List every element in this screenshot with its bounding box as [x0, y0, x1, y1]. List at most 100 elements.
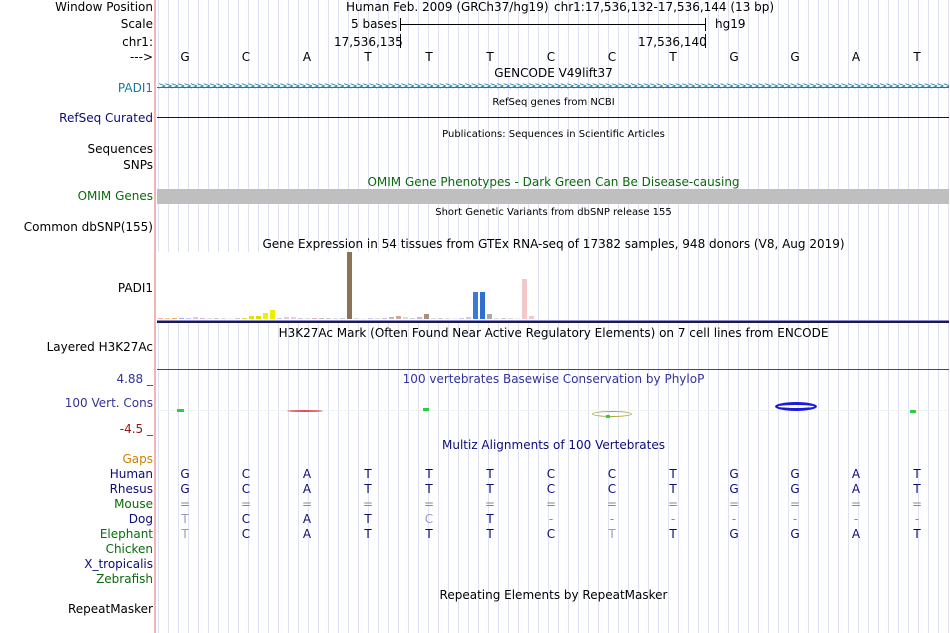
dbsnp-track-title[interactable]: Short Genetic Variants from dbSNP releas… — [435, 207, 672, 218]
chrom-label: chr1: — [122, 35, 153, 49]
gtex-tissue-bar[interactable] — [515, 318, 520, 319]
refseq-gene-line[interactable] — [157, 117, 949, 118]
alignment-base: = — [179, 497, 191, 511]
gtex-tissue-bar[interactable] — [165, 318, 170, 319]
gtex-tissue-bar[interactable] — [410, 318, 415, 319]
base-letter: G — [180, 50, 190, 64]
h3k27-track-title[interactable]: H3K27Ac Mark (Often Found Near Active Re… — [278, 326, 829, 340]
gtex-tissue-bar[interactable] — [354, 318, 359, 319]
refseq-track-title[interactable]: RefSeq genes from NCBI — [492, 97, 615, 108]
alignment-base: - — [609, 512, 615, 526]
gtex-tissue-bar[interactable] — [298, 318, 303, 319]
gtex-tissue-bar[interactable] — [396, 316, 401, 319]
repeat-track-label[interactable]: RepeatMasker — [67, 602, 153, 616]
snps-track-label[interactable]: SNPs — [123, 158, 153, 172]
gtex-tissue-bar[interactable] — [466, 317, 471, 319]
gtex-tissue-bar[interactable] — [487, 314, 492, 319]
gencode-track-title[interactable]: GENCODE V49lift37 — [494, 66, 613, 80]
dbsnp-track-label[interactable]: Common dbSNP(155) — [23, 220, 153, 234]
phylop-track-title[interactable]: 100 vertebrates Basewise Conservation by… — [402, 372, 705, 386]
gtex-tissue-bar[interactable] — [172, 318, 177, 319]
gtex-tissue-bar[interactable] — [529, 316, 534, 319]
species-label-gaps[interactable]: Gaps — [122, 452, 153, 466]
gtex-tissue-bar[interactable] — [452, 318, 457, 319]
gtex-tissue-bar[interactable] — [403, 317, 408, 319]
gtex-tissue-bar[interactable] — [179, 318, 184, 319]
pubs-track-title[interactable]: Publications: Sequences in Scientific Ar… — [442, 129, 665, 140]
gtex-tissue-bar[interactable] — [291, 317, 296, 319]
gtex-bottom-rule — [157, 321, 949, 323]
gtex-tissue-bar[interactable] — [508, 318, 513, 319]
gtex-tissue-bar[interactable] — [277, 318, 282, 319]
species-label-dog[interactable]: Dog — [128, 512, 153, 526]
gencode-gene-feature[interactable]: >>>>>>>>>>>>>>>>>>>>>>>>>>>>>>>>>>>>>>>>… — [158, 80, 949, 94]
gtex-tissue-bar[interactable] — [361, 318, 366, 319]
gtex-tissue-bar[interactable] — [200, 318, 205, 319]
multiz-track-title[interactable]: Multiz Alignments of 100 Vertebrates — [441, 438, 666, 452]
gtex-tissue-bar[interactable] — [158, 318, 163, 319]
gtex-tissue-bar[interactable] — [249, 316, 254, 319]
grid-line — [568, 0, 569, 633]
gtex-tissue-bar[interactable] — [375, 318, 380, 319]
sequences-track-label[interactable]: Sequences — [87, 142, 153, 156]
gtex-tissue-bar[interactable] — [186, 318, 191, 319]
gtex-tissue-bar[interactable] — [263, 313, 268, 319]
gtex-tissue-bar[interactable] — [438, 318, 443, 319]
gtex-tissue-bar[interactable] — [445, 318, 450, 319]
gtex-tissue-bar[interactable] — [305, 318, 310, 319]
grid-line — [648, 0, 649, 633]
gtex-tissue-bar[interactable] — [494, 318, 499, 319]
gtex-tissue-bar[interactable] — [256, 316, 261, 319]
gtex-tissue-bar[interactable] — [242, 318, 247, 319]
gtex-tissue-bar[interactable] — [431, 318, 436, 319]
repeat-track-title[interactable]: Repeating Elements by RepeatMasker — [439, 588, 668, 602]
species-label-elephant[interactable]: Elephant — [99, 527, 153, 541]
gtex-tissue-bar[interactable] — [284, 317, 289, 319]
gtex-tissue-bar[interactable] — [333, 318, 338, 319]
species-label-rhesus[interactable]: Rhesus — [109, 482, 153, 496]
omim-feature-bar[interactable] — [157, 189, 949, 204]
alignment-base: T — [486, 527, 494, 541]
gtex-tissue-bar[interactable] — [193, 317, 198, 319]
gtex-tissue-bar[interactable] — [501, 318, 506, 319]
gtex-tissue-bar[interactable] — [340, 318, 345, 319]
gtex-tissue-bar[interactable] — [473, 292, 478, 319]
h3k27-track-label[interactable]: Layered H3K27Ac — [46, 340, 153, 354]
gtex-tissue-bar[interactable] — [417, 317, 422, 319]
gtex-tissue-bar[interactable] — [424, 314, 429, 319]
alignment-base: G — [180, 482, 190, 496]
gtex-tissue-bar[interactable] — [235, 318, 240, 319]
gtex-tissue-bar[interactable] — [270, 310, 275, 319]
coord-right-tick — [705, 34, 706, 48]
gtex-tissue-bar[interactable] — [319, 318, 324, 319]
scale-label: Scale — [120, 17, 153, 31]
species-label-mouse[interactable]: Mouse — [114, 497, 153, 511]
grid-line — [878, 0, 879, 633]
omim-track-label[interactable]: OMIM Genes — [77, 189, 153, 203]
species-label-human[interactable]: Human — [109, 467, 153, 481]
gtex-track-label[interactable]: PADI1 — [117, 281, 153, 295]
gtex-tissue-bar[interactable] — [480, 292, 485, 319]
gtex-tissue-bar[interactable] — [347, 252, 352, 319]
gtex-tissue-bar[interactable] — [228, 318, 233, 319]
gtex-track-title[interactable]: Gene Expression in 54 tissues from GTEx … — [262, 237, 845, 251]
gtex-tissue-bar[interactable] — [389, 317, 394, 319]
gtex-tissue-bar[interactable] — [312, 318, 317, 319]
gtex-tissue-bar[interactable] — [382, 318, 387, 319]
gtex-tissue-bar[interactable] — [326, 318, 331, 319]
gtex-tissue-bar[interactable] — [221, 318, 226, 319]
strand-arrow-label[interactable]: ---> — [129, 50, 153, 64]
gtex-tissue-bar[interactable] — [522, 279, 527, 319]
species-label-x_tropicalis[interactable]: X_tropicalis — [84, 557, 153, 571]
gtex-tissue-bar[interactable] — [214, 318, 219, 319]
species-label-zebrafish[interactable]: Zebrafish — [96, 572, 153, 586]
omim-track-title[interactable]: OMIM Gene Phenotypes - Dark Green Can Be… — [367, 175, 740, 189]
species-label-chicken[interactable]: Chicken — [105, 542, 153, 556]
alignment-base: G — [180, 467, 190, 481]
gtex-tissue-bar[interactable] — [459, 318, 464, 319]
gencode-gene-label[interactable]: PADI1 — [117, 81, 153, 95]
refseq-track-label[interactable]: RefSeq Curated — [59, 111, 153, 125]
phylop-track-label[interactable]: 100 Vert. Cons — [64, 396, 153, 410]
gtex-tissue-bar[interactable] — [368, 318, 373, 319]
gtex-tissue-bar[interactable] — [207, 318, 212, 319]
